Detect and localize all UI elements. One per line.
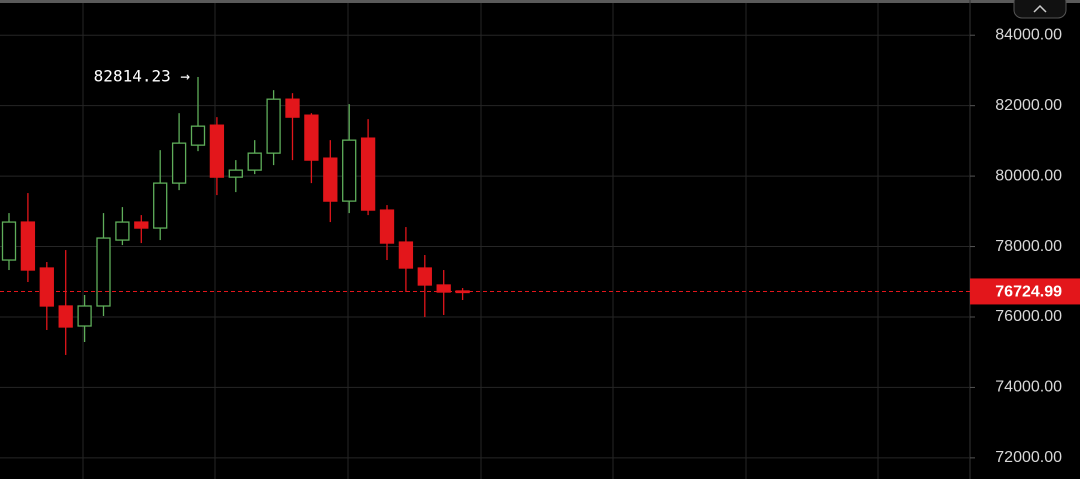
candle-body [58,305,73,328]
high-annotation: 82814.23 → [94,66,191,85]
last-price-box [970,278,1080,305]
candle-body [190,125,206,146]
candle-body [323,157,338,202]
y-tick-label: 80000.00 [995,167,1062,184]
collapse-button[interactable] [1013,0,1067,19]
candle-body [96,237,111,307]
candle-body [436,284,451,293]
candle-body [266,98,281,154]
candle-body [1,221,17,261]
candle-body [171,142,187,184]
candle-body [115,221,130,241]
y-tick-label: 76000.00 [995,308,1062,325]
y-tick-label: 74000.00 [995,379,1062,396]
y-tick-label: 84000.00 [995,26,1062,43]
candle-body [39,267,54,307]
candle-body [20,221,36,271]
y-tick-label: 78000.00 [995,238,1062,255]
candle-body [417,267,432,286]
candle-body [379,209,395,244]
candle-body [77,305,92,327]
candle-body [153,182,168,229]
candle-body [228,169,243,178]
candle-body [360,137,376,211]
last-price-label: 76724.99 [995,284,1062,301]
candle-body [342,139,357,202]
candle-body [285,98,300,118]
candle-body [304,114,319,161]
y-tick-label: 72000.00 [995,449,1062,466]
candle-body [209,124,225,178]
candle-body [247,152,262,171]
candle-body [134,221,149,229]
time-grid [82,0,879,479]
y-tick-label: 82000.00 [995,97,1062,114]
candle-body [398,241,414,269]
